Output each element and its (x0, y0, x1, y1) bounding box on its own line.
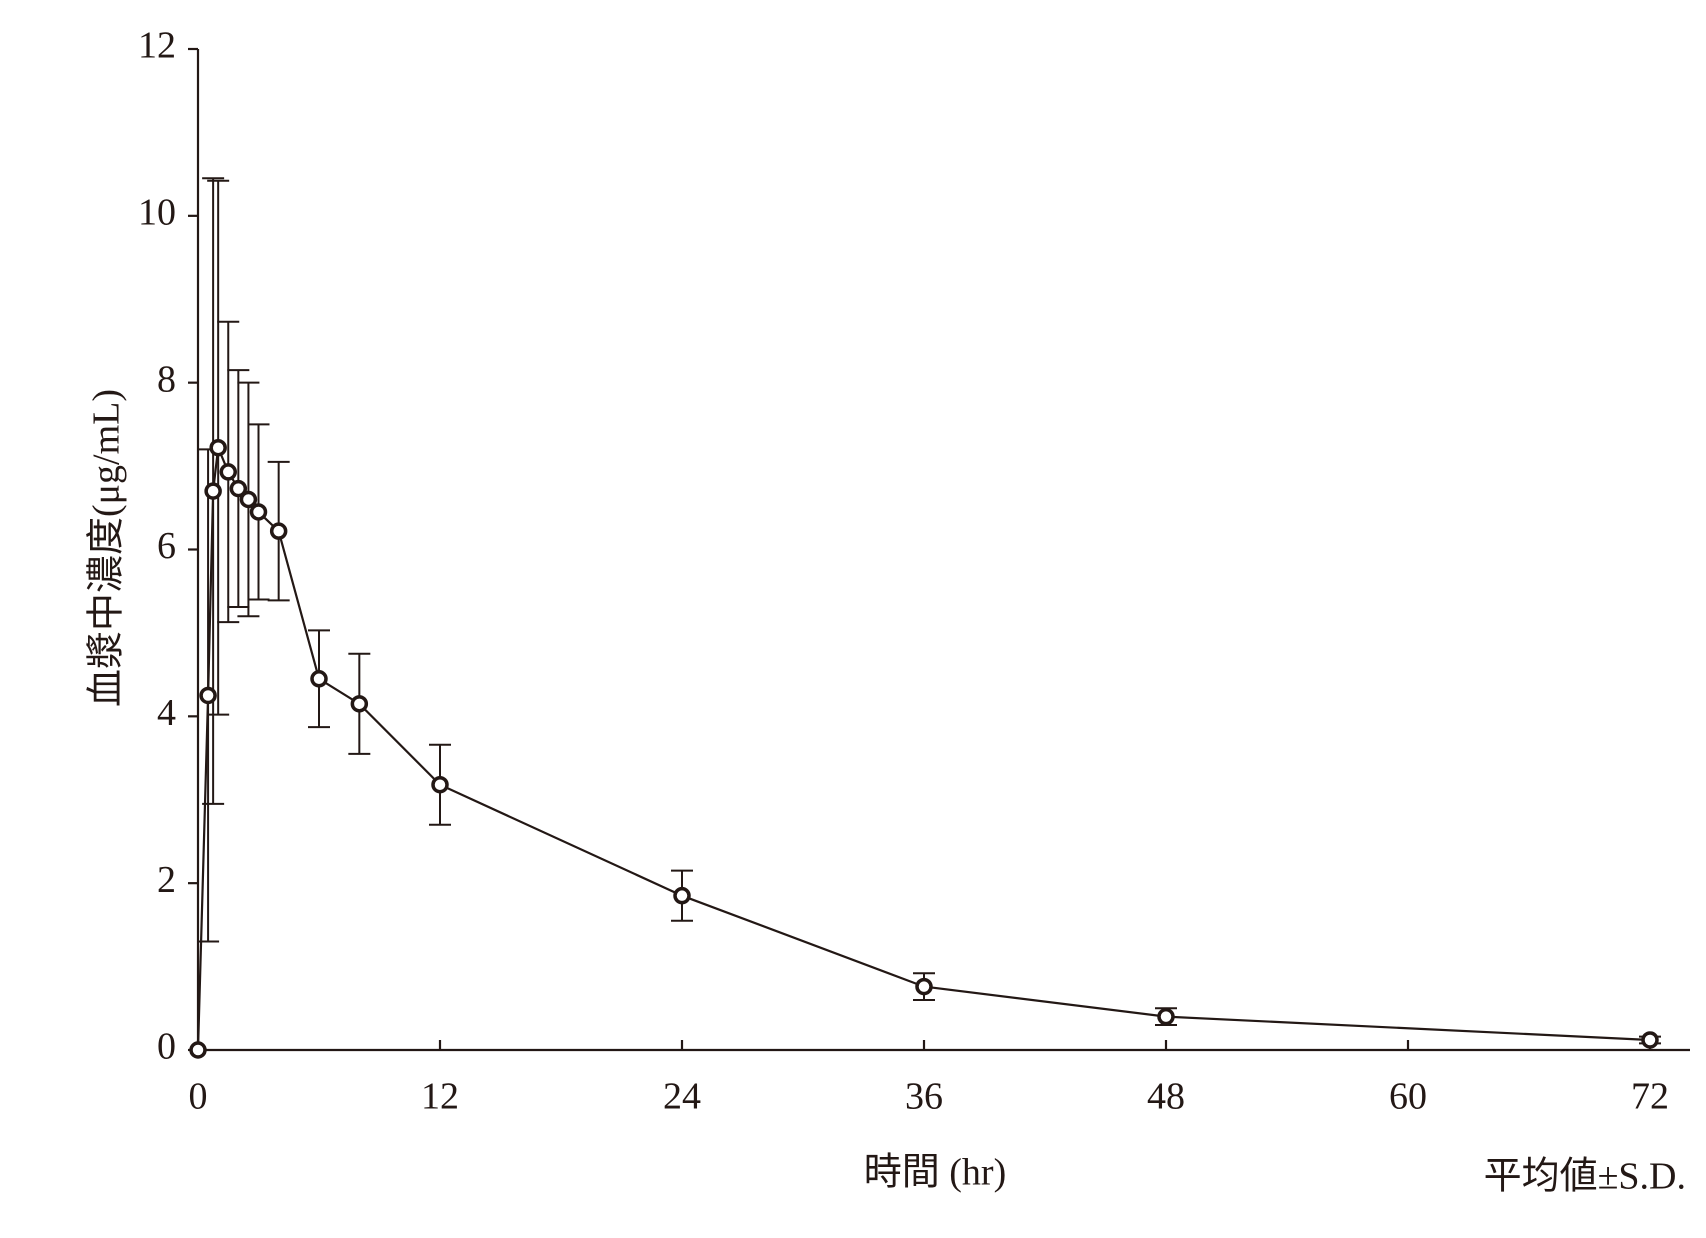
data-point (204, 482, 222, 500)
data-point (431, 775, 449, 794)
y-tick-label: 6 (157, 525, 176, 567)
data-point (199, 686, 217, 705)
y-tick-label: 2 (157, 859, 176, 901)
data-point (249, 503, 268, 521)
y-tick-label: 0 (157, 1026, 176, 1068)
x-tick-label: 12 (421, 1076, 459, 1118)
data-line (196, 443, 1651, 1051)
data-point (209, 438, 227, 457)
x-tick-label: 60 (1389, 1076, 1427, 1118)
note: 平均値±S.D. (1484, 1156, 1686, 1198)
data-point (239, 490, 258, 509)
data-point (219, 463, 237, 481)
data-point (350, 695, 369, 713)
data-point (310, 670, 328, 688)
x-tick-label: 0 (189, 1076, 208, 1118)
x-axis-label: 時間 (hr) (864, 1152, 1006, 1194)
y-tick-label: 8 (157, 358, 176, 400)
data-point (915, 977, 933, 996)
data-point (269, 522, 288, 540)
data-point (1641, 1031, 1659, 1049)
x-tick-label: 48 (1147, 1076, 1185, 1118)
data-point (189, 1041, 207, 1059)
y-tick-label: 4 (157, 692, 176, 734)
data-point (673, 886, 691, 905)
x-tick-label: 36 (905, 1076, 943, 1118)
y-tick-label: 12 (138, 25, 176, 67)
x-tick-label: 24 (663, 1076, 701, 1118)
y-tick-label: 10 (138, 192, 176, 234)
data-point (1157, 1007, 1175, 1026)
data-point (229, 479, 248, 498)
y-axis-label: 血漿中濃度(μg/mL) (86, 389, 128, 707)
x-tick-label: 72 (1631, 1076, 1669, 1118)
